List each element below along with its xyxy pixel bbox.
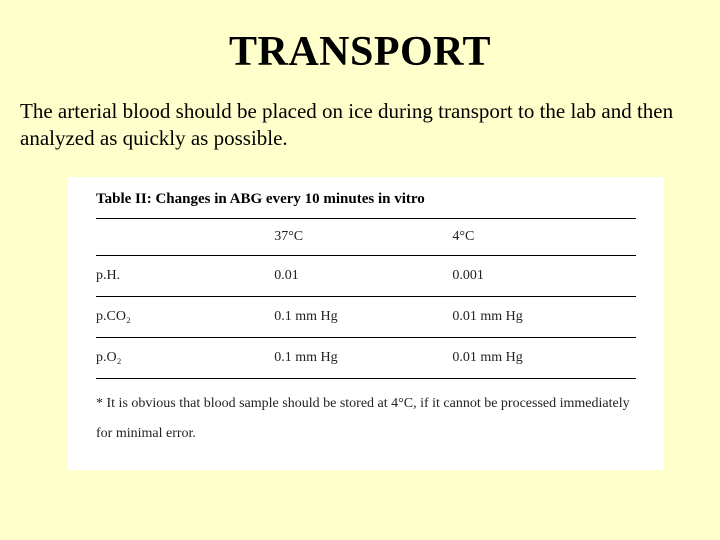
slide: TRANSPORT The arterial blood should be p… — [0, 0, 720, 540]
row-value-a: 0.1 mm Hg — [274, 338, 452, 379]
table-panel: Table II: Changes in ABG every 10 minute… — [68, 177, 664, 471]
table-row: p.CO₂ 0.1 mm Hg 0.01 mm Hg — [96, 297, 636, 338]
row-value-b: 0.001 — [452, 256, 636, 297]
table-footnote: * It is obvious that blood sample should… — [96, 389, 636, 451]
row-label: p.CO₂ — [96, 297, 274, 338]
row-value-a: 0.1 mm Hg — [274, 297, 452, 338]
slide-body-text: The arterial blood should be placed on i… — [16, 98, 704, 153]
table-header-row: 37°C 4°C — [96, 219, 636, 256]
table-header-a: 37°C — [274, 219, 452, 256]
slide-title: TRANSPORT — [16, 28, 704, 76]
table-row: p.H. 0.01 0.001 — [96, 256, 636, 297]
data-table: 37°C 4°C p.H. 0.01 0.001 p.CO₂ 0.1 mm Hg… — [96, 218, 636, 379]
table-title: Table II: Changes in ABG every 10 minute… — [96, 191, 636, 208]
row-value-b: 0.01 mm Hg — [452, 297, 636, 338]
row-label: p.O₂ — [96, 338, 274, 379]
table-header-b: 4°C — [452, 219, 636, 256]
row-value-a: 0.01 — [274, 256, 452, 297]
table-row: p.O₂ 0.1 mm Hg 0.01 mm Hg — [96, 338, 636, 379]
row-value-b: 0.01 mm Hg — [452, 338, 636, 379]
row-label: p.H. — [96, 256, 274, 297]
